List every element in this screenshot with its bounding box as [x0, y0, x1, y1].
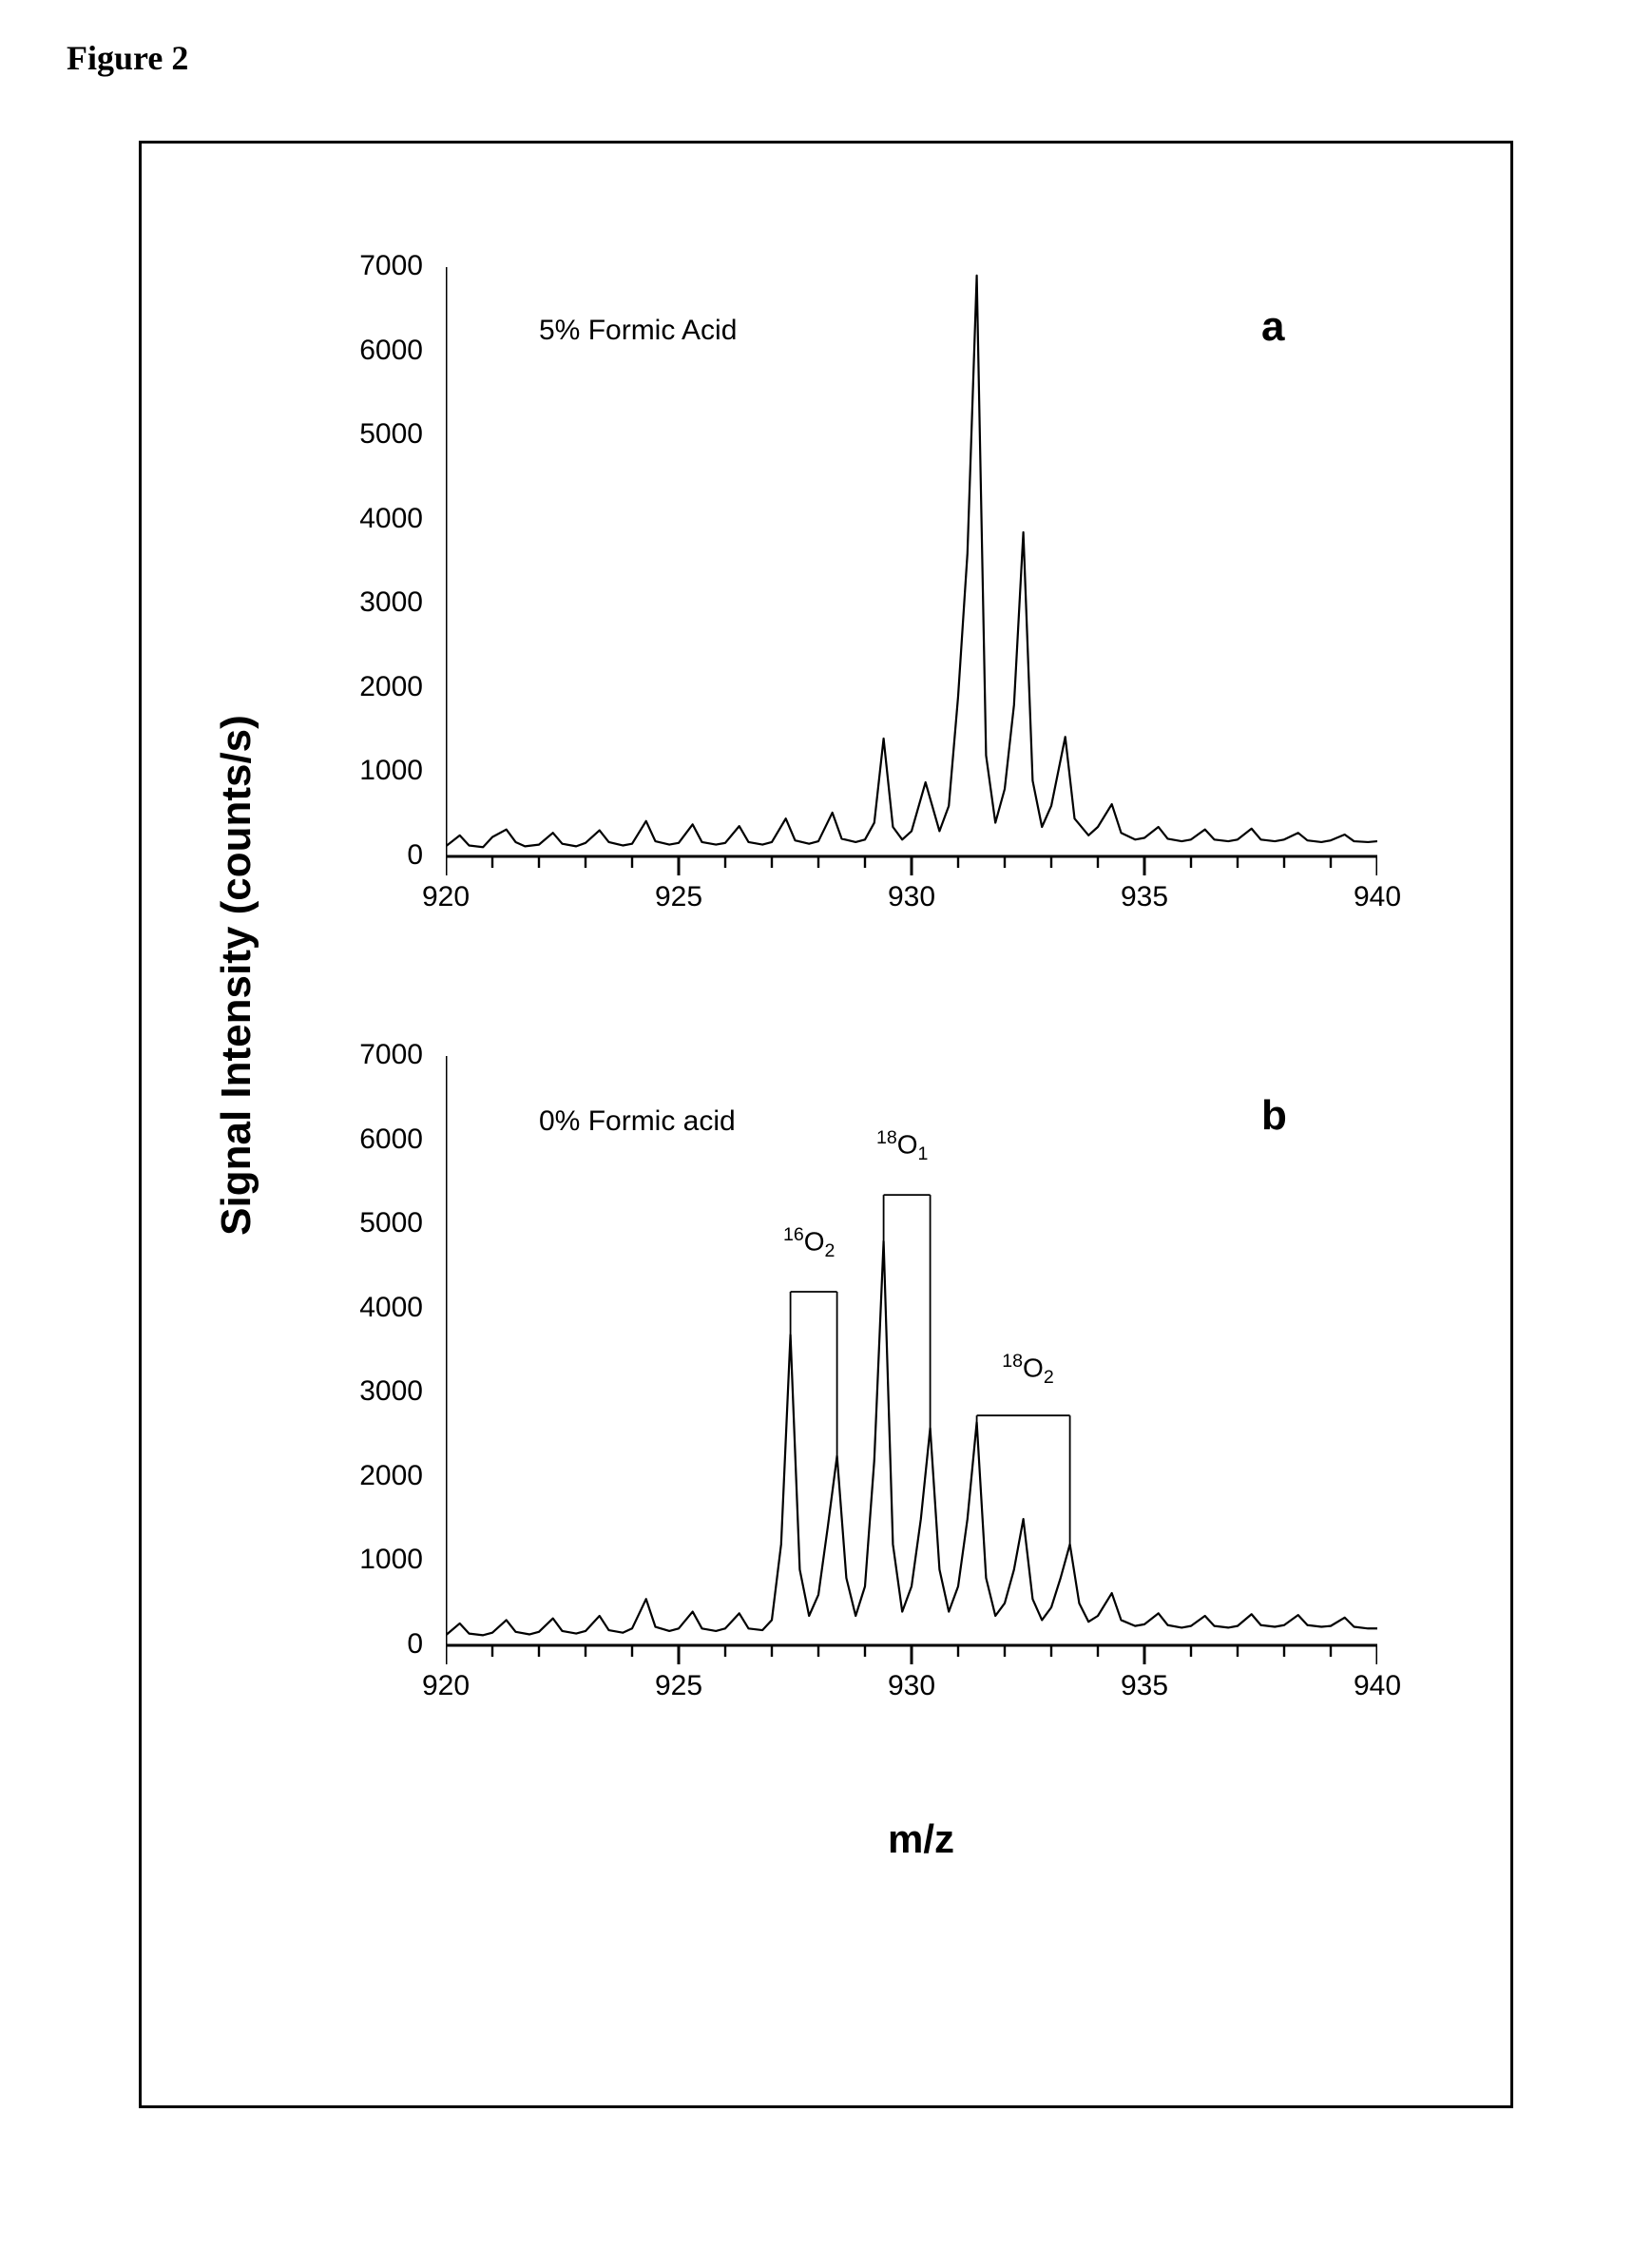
ytick-label: 4000 [359, 1292, 423, 1324]
outer-frame: Signal Intensity (counts/s) 5% Formic Ac… [139, 141, 1513, 2108]
ytick-label: 2000 [359, 1460, 423, 1492]
isotope-annotation-label: 16O2 [783, 1224, 835, 1262]
ytick-label: 1000 [359, 1544, 423, 1576]
ytick-label: 0 [407, 839, 423, 872]
ytick-label: 6000 [359, 335, 423, 367]
xtick-label: 925 [655, 1670, 702, 1702]
panel-a-condition-label: 5% Formic Acid [539, 315, 737, 347]
xtick-label: 920 [422, 1670, 470, 1702]
ytick-label: 7000 [359, 1039, 423, 1071]
xtick-label: 940 [1354, 1670, 1401, 1702]
ytick-label: 3000 [359, 586, 423, 619]
ytick-label: 6000 [359, 1124, 423, 1156]
panel-b-condition-label: 0% Formic acid [539, 1105, 736, 1138]
ytick-label: 4000 [359, 503, 423, 535]
xtick-label: 935 [1121, 881, 1168, 913]
ytick-label: 2000 [359, 671, 423, 703]
xtick-label: 935 [1121, 1670, 1168, 1702]
figure-title: Figure 2 [67, 38, 188, 78]
ytick-label: 1000 [359, 755, 423, 787]
panel-a-letter: a [1261, 303, 1284, 351]
ytick-label: 5000 [359, 418, 423, 451]
xtick-label: 925 [655, 881, 702, 913]
ytick-label: 3000 [359, 1375, 423, 1408]
isotope-annotation-label: 18O2 [1002, 1351, 1053, 1389]
isotope-annotation-label: 18O1 [876, 1127, 928, 1165]
xtick-label: 920 [422, 881, 470, 913]
y-axis-label: Signal Intensity (counts/s) [213, 690, 260, 1260]
ytick-label: 5000 [359, 1207, 423, 1239]
x-axis-label: m/z [826, 1816, 1016, 1862]
xtick-label: 940 [1354, 881, 1401, 913]
spectrum-panel-a [446, 258, 1377, 904]
ytick-label: 7000 [359, 250, 423, 282]
panel-b-letter: b [1261, 1092, 1287, 1140]
xtick-label: 930 [888, 881, 935, 913]
ytick-label: 0 [407, 1628, 423, 1661]
xtick-label: 930 [888, 1670, 935, 1702]
